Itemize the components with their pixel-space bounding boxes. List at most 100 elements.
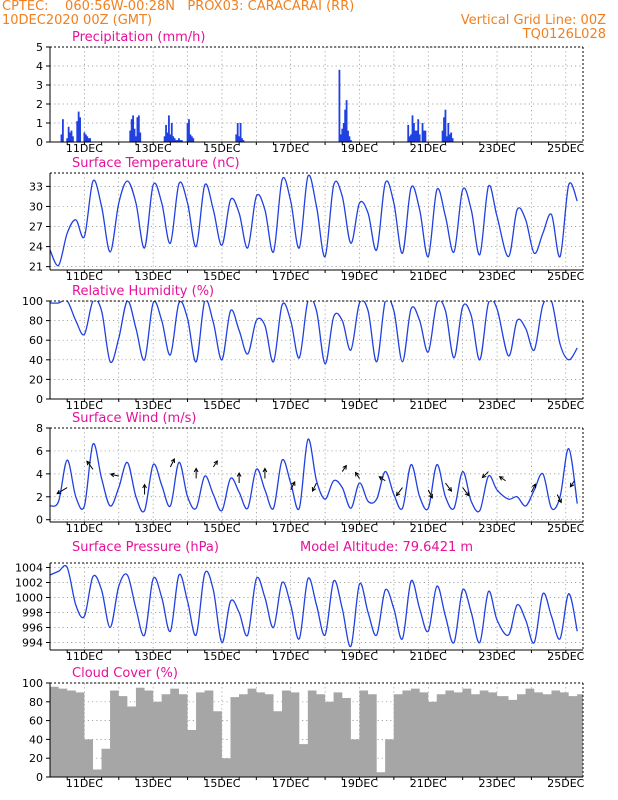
- wind-arrow: [427, 489, 433, 499]
- precip-bar: [133, 128, 136, 142]
- x-tick-label: 13DEC: [135, 650, 172, 663]
- precip-bar: [166, 132, 169, 142]
- precip-bar: [180, 140, 183, 142]
- y-tick-label: 27: [29, 221, 43, 234]
- cloud-bar: [118, 696, 120, 777]
- grid-note: Vertical Grid Line: 00Z: [460, 13, 606, 28]
- precip-bar: [132, 115, 135, 142]
- precip-bar: [66, 138, 69, 142]
- wind-arrow-head: [447, 486, 453, 492]
- cloud-bar: [333, 692, 335, 777]
- y-tick-label: 0: [36, 771, 43, 784]
- x-tick-label: 15DEC: [203, 522, 240, 535]
- y-tick-label: 1004: [15, 562, 43, 575]
- x-tick-label: 23DEC: [478, 777, 515, 790]
- cloud-bar: [393, 694, 395, 777]
- wind-arrow-head: [109, 472, 115, 478]
- precip-bar: [163, 136, 166, 142]
- precip-bar: [172, 136, 175, 142]
- wind-arrow: [290, 481, 296, 491]
- precip-bar: [136, 117, 139, 142]
- wind-arrow-head: [236, 471, 242, 477]
- x-tick-label: 25DEC: [547, 777, 584, 790]
- cloud-bar: [525, 688, 527, 777]
- cloud-bar: [560, 692, 561, 777]
- x-tick-label: 19DEC: [341, 777, 378, 790]
- cloud-bar: [436, 694, 438, 777]
- precip-bar: [76, 121, 79, 142]
- x-tick-label: 23DEC: [478, 399, 515, 412]
- x-tick-label: 23DEC: [478, 650, 515, 663]
- precip-bar: [347, 130, 349, 142]
- x-tick-label: 21DEC: [410, 270, 447, 283]
- y-tick-label: 0: [36, 514, 43, 527]
- precip-bar: [444, 109, 447, 142]
- cloud-bar: [161, 694, 163, 777]
- wind-arrow-head: [193, 467, 199, 473]
- precip-bar: [339, 134, 342, 142]
- cloud-bar: [316, 694, 318, 777]
- wind-arrow: [341, 465, 347, 472]
- model-code: TQ0126L028: [522, 27, 606, 42]
- x-tick-label: 11DEC: [66, 270, 103, 283]
- cloud-bar: [488, 692, 490, 777]
- precip-bar: [418, 134, 421, 142]
- wind-arrow-head: [557, 498, 562, 504]
- x-tick-label: 25DEC: [547, 142, 584, 155]
- precip-bar: [239, 123, 242, 142]
- y-tick-label: 33: [29, 180, 43, 193]
- precip-bar: [168, 115, 170, 142]
- precip-bar: [175, 140, 177, 142]
- wind-arrow-head: [464, 491, 470, 497]
- cloud-bar: [471, 694, 472, 777]
- precip-bar: [67, 126, 70, 142]
- cloud-bar: [204, 690, 206, 777]
- precip-bar: [407, 124, 410, 142]
- y-tick-label: 996: [22, 622, 43, 635]
- y-tick-label: 0: [36, 393, 43, 406]
- wind-arrow-head: [378, 476, 384, 481]
- panel-title: Surface Wind (m/s): [72, 411, 196, 426]
- cloud-bar: [264, 694, 266, 777]
- cloud-bar: [144, 690, 146, 777]
- precip-bar: [86, 136, 89, 142]
- series-line: [50, 438, 578, 513]
- cloud-bar: [568, 696, 570, 777]
- cloud-bar: [497, 696, 498, 777]
- cloud-bar: [462, 688, 464, 777]
- x-tick-label: 13DEC: [135, 399, 172, 412]
- precip-bar: [235, 134, 238, 142]
- y-tick-label: 1: [36, 117, 43, 130]
- precip-bar: [417, 119, 420, 142]
- precip-bar: [189, 134, 192, 142]
- series-line: [50, 301, 578, 365]
- y-tick-label: 20: [29, 373, 43, 386]
- cloud-bar: [419, 692, 421, 777]
- y-tick-label: 20: [29, 752, 43, 765]
- series-line: [50, 564, 578, 647]
- wind-arrow-head: [56, 489, 62, 495]
- y-tick-label: 80: [29, 315, 43, 328]
- x-tick-label: 25DEC: [547, 270, 584, 283]
- y-tick-label: 6: [36, 445, 43, 458]
- wind-arrow-head: [342, 464, 347, 470]
- y-tick-label: 3: [36, 79, 43, 92]
- cloud-bar: [368, 694, 369, 777]
- cloud-bar: [101, 748, 103, 777]
- wind-arrow: [499, 476, 506, 482]
- wind-arrow: [378, 476, 386, 482]
- x-tick-label: 17DEC: [272, 270, 309, 283]
- wind-arrow-head: [170, 458, 175, 463]
- x-tick-label: 11DEC: [66, 777, 103, 790]
- x-tick-label: 17DEC: [272, 522, 309, 535]
- precip-bar: [443, 117, 445, 142]
- precip-bar: [130, 119, 133, 142]
- y-tick-label: 994: [22, 637, 43, 650]
- x-tick-label: 17DEC: [272, 399, 309, 412]
- precip-bar: [338, 69, 341, 142]
- x-tick-label: 21DEC: [410, 522, 447, 535]
- series-line: [50, 174, 578, 267]
- y-tick-label: 40: [29, 354, 43, 367]
- wind-arrow-head: [262, 467, 268, 473]
